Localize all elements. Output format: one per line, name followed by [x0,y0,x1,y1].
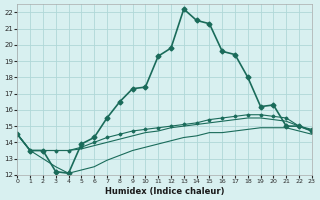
X-axis label: Humidex (Indice chaleur): Humidex (Indice chaleur) [105,187,224,196]
